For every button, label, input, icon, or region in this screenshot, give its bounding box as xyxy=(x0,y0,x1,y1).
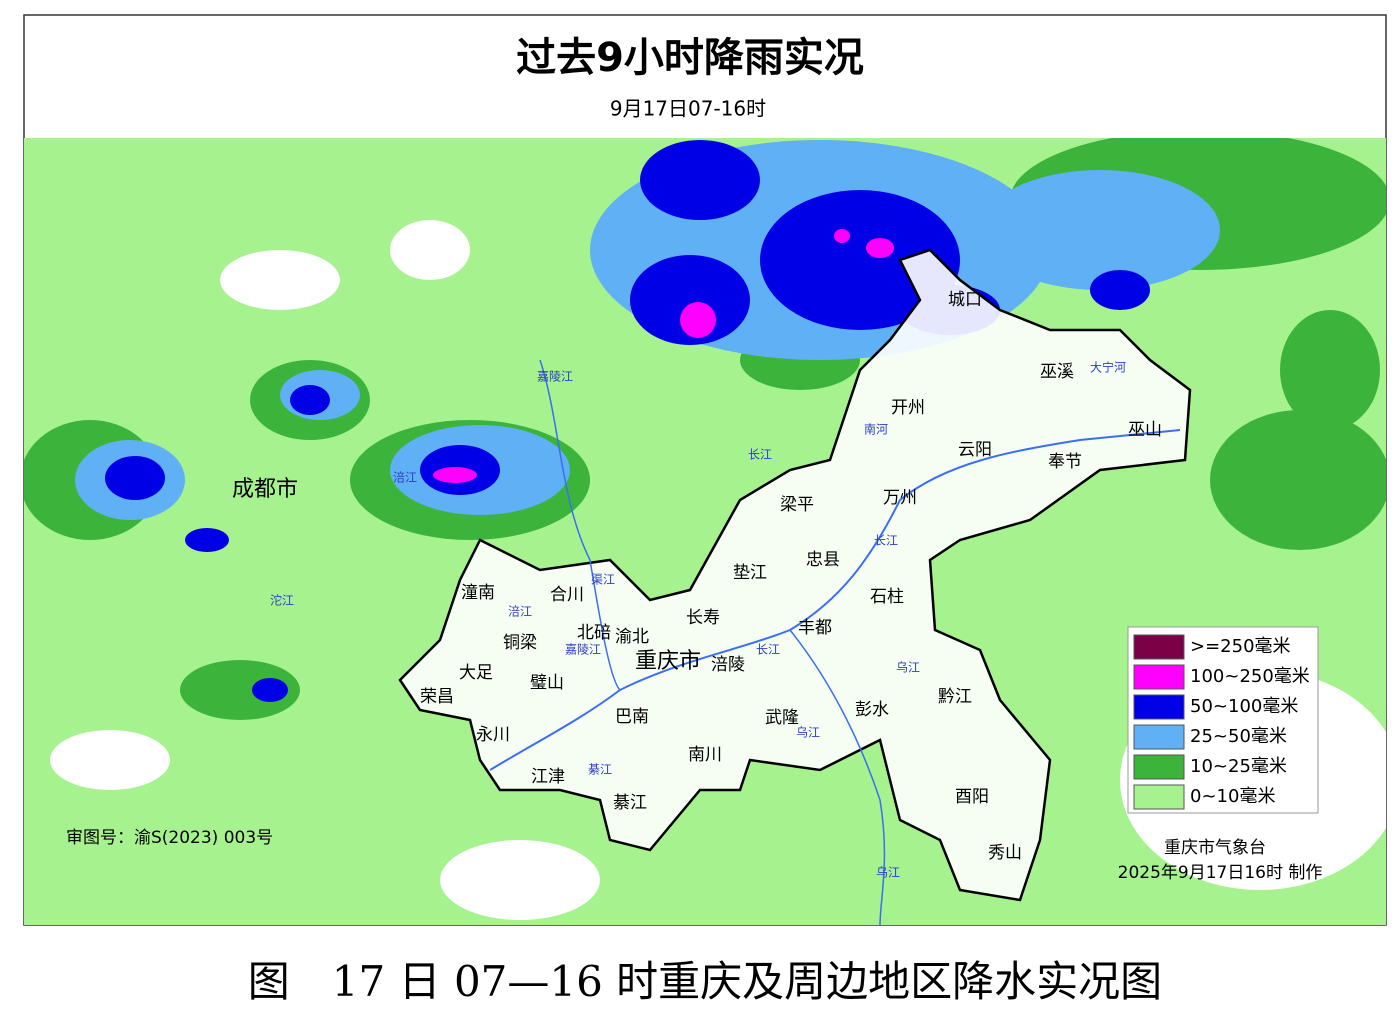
river-label: 长江 xyxy=(748,448,772,462)
place-label: 荣昌 xyxy=(420,687,454,707)
legend-label: 0~10毫米 xyxy=(1190,786,1275,807)
river-label: 綦江 xyxy=(588,763,612,777)
place-label: 酉阳 xyxy=(955,787,989,807)
legend-swatch xyxy=(1133,754,1185,780)
river-label: 南河 xyxy=(864,422,888,437)
wu-river xyxy=(789,629,886,925)
chongqing-boundary xyxy=(398,248,1192,902)
place-label: 丰都 xyxy=(798,618,832,638)
legend-swatch xyxy=(1133,694,1185,720)
place-label: 巴南 xyxy=(615,707,649,727)
river-label: 涪江 xyxy=(508,604,532,619)
legend-label: 100~250毫米 xyxy=(1190,666,1310,687)
river-label: 渠江 xyxy=(591,573,615,587)
map-title: 过去9小时降雨实况 xyxy=(516,35,864,81)
place-label: 秀山 xyxy=(988,843,1022,863)
place-label: 开州 xyxy=(891,398,925,418)
place-label: 奉节 xyxy=(1048,452,1082,472)
place-label: 黔江 xyxy=(938,687,972,707)
legend-label: 50~100毫米 xyxy=(1190,696,1298,717)
legend-label: 10~25毫米 xyxy=(1190,756,1287,777)
legend-swatch xyxy=(1133,664,1185,690)
river-label: 乌江 xyxy=(896,660,920,675)
place-label: 万州 xyxy=(883,488,917,508)
river-label: 涪江 xyxy=(393,470,417,485)
place-label: 铜梁 xyxy=(503,633,537,653)
river-label: 长江 xyxy=(756,643,780,657)
legend-label: 25~50毫米 xyxy=(1190,726,1287,747)
jialing-river xyxy=(539,359,621,691)
place-label: 成都市 xyxy=(232,477,298,502)
rain-100-250 xyxy=(433,229,894,483)
place-label: 永川 xyxy=(476,725,510,745)
place-label: 南川 xyxy=(688,745,722,765)
place-label: 城口 xyxy=(948,290,982,310)
place-label: 长寿 xyxy=(686,608,720,628)
place-label: 潼南 xyxy=(461,583,495,603)
place-label: 涪陵 xyxy=(711,655,745,675)
place-label: 合川 xyxy=(550,585,584,605)
credit-org: 重庆市气象台 xyxy=(1164,838,1266,858)
place-label: 北碚 xyxy=(577,623,611,643)
place-label: 石柱 xyxy=(870,587,904,607)
place-label: 綦江 xyxy=(613,793,647,813)
place-label: 巫山 xyxy=(1128,420,1162,440)
river-label: 嘉陵江 xyxy=(537,370,573,384)
place-label: 璧山 xyxy=(530,673,564,693)
place-label: 江津 xyxy=(531,767,565,787)
place-label: 重庆市 xyxy=(635,649,701,674)
place-label: 彭水 xyxy=(855,700,889,720)
place-label: 云阳 xyxy=(958,440,992,460)
figure-caption: 图 17 日 07—16 时重庆及周边地区降水实况图 xyxy=(248,957,1162,1006)
place-label: 垫江 xyxy=(733,563,767,583)
rain-50-100 xyxy=(105,140,1150,702)
legend-swatch xyxy=(1133,724,1185,750)
river-label: 长江 xyxy=(874,534,898,548)
river-label: 嘉陵江 xyxy=(565,643,601,657)
labels: 成都市 城口巫溪开州云阳 巫山奉节梁平 万州垫江 忠县石柱 潼南 合川长寿丰都铜梁 北碚 渝北重… xyxy=(232,290,1162,880)
river-label: 乌江 xyxy=(876,865,900,880)
legend-label: >=250毫米 xyxy=(1190,636,1291,657)
legend-swatch xyxy=(1133,784,1185,810)
river-label: 沱江 xyxy=(270,593,294,608)
credit-time: 2025年9月17日16时 制作 xyxy=(1118,863,1323,883)
place-label: 大足 xyxy=(459,663,493,683)
legend-swatch xyxy=(1133,634,1185,660)
river-label: 乌江 xyxy=(796,725,820,740)
place-label: 巫溪 xyxy=(1040,362,1074,382)
place-label: 梁平 xyxy=(780,495,814,515)
map-subtitle: 9月17日07-16时 xyxy=(610,97,766,121)
approval-number: 审图号：渝S(2023) 003号 xyxy=(66,828,273,848)
place-label: 渝北 xyxy=(615,627,649,647)
river-label: 大宁河 xyxy=(1090,360,1126,375)
place-label: 武隆 xyxy=(765,708,799,728)
place-label: 忠县 xyxy=(806,550,840,570)
